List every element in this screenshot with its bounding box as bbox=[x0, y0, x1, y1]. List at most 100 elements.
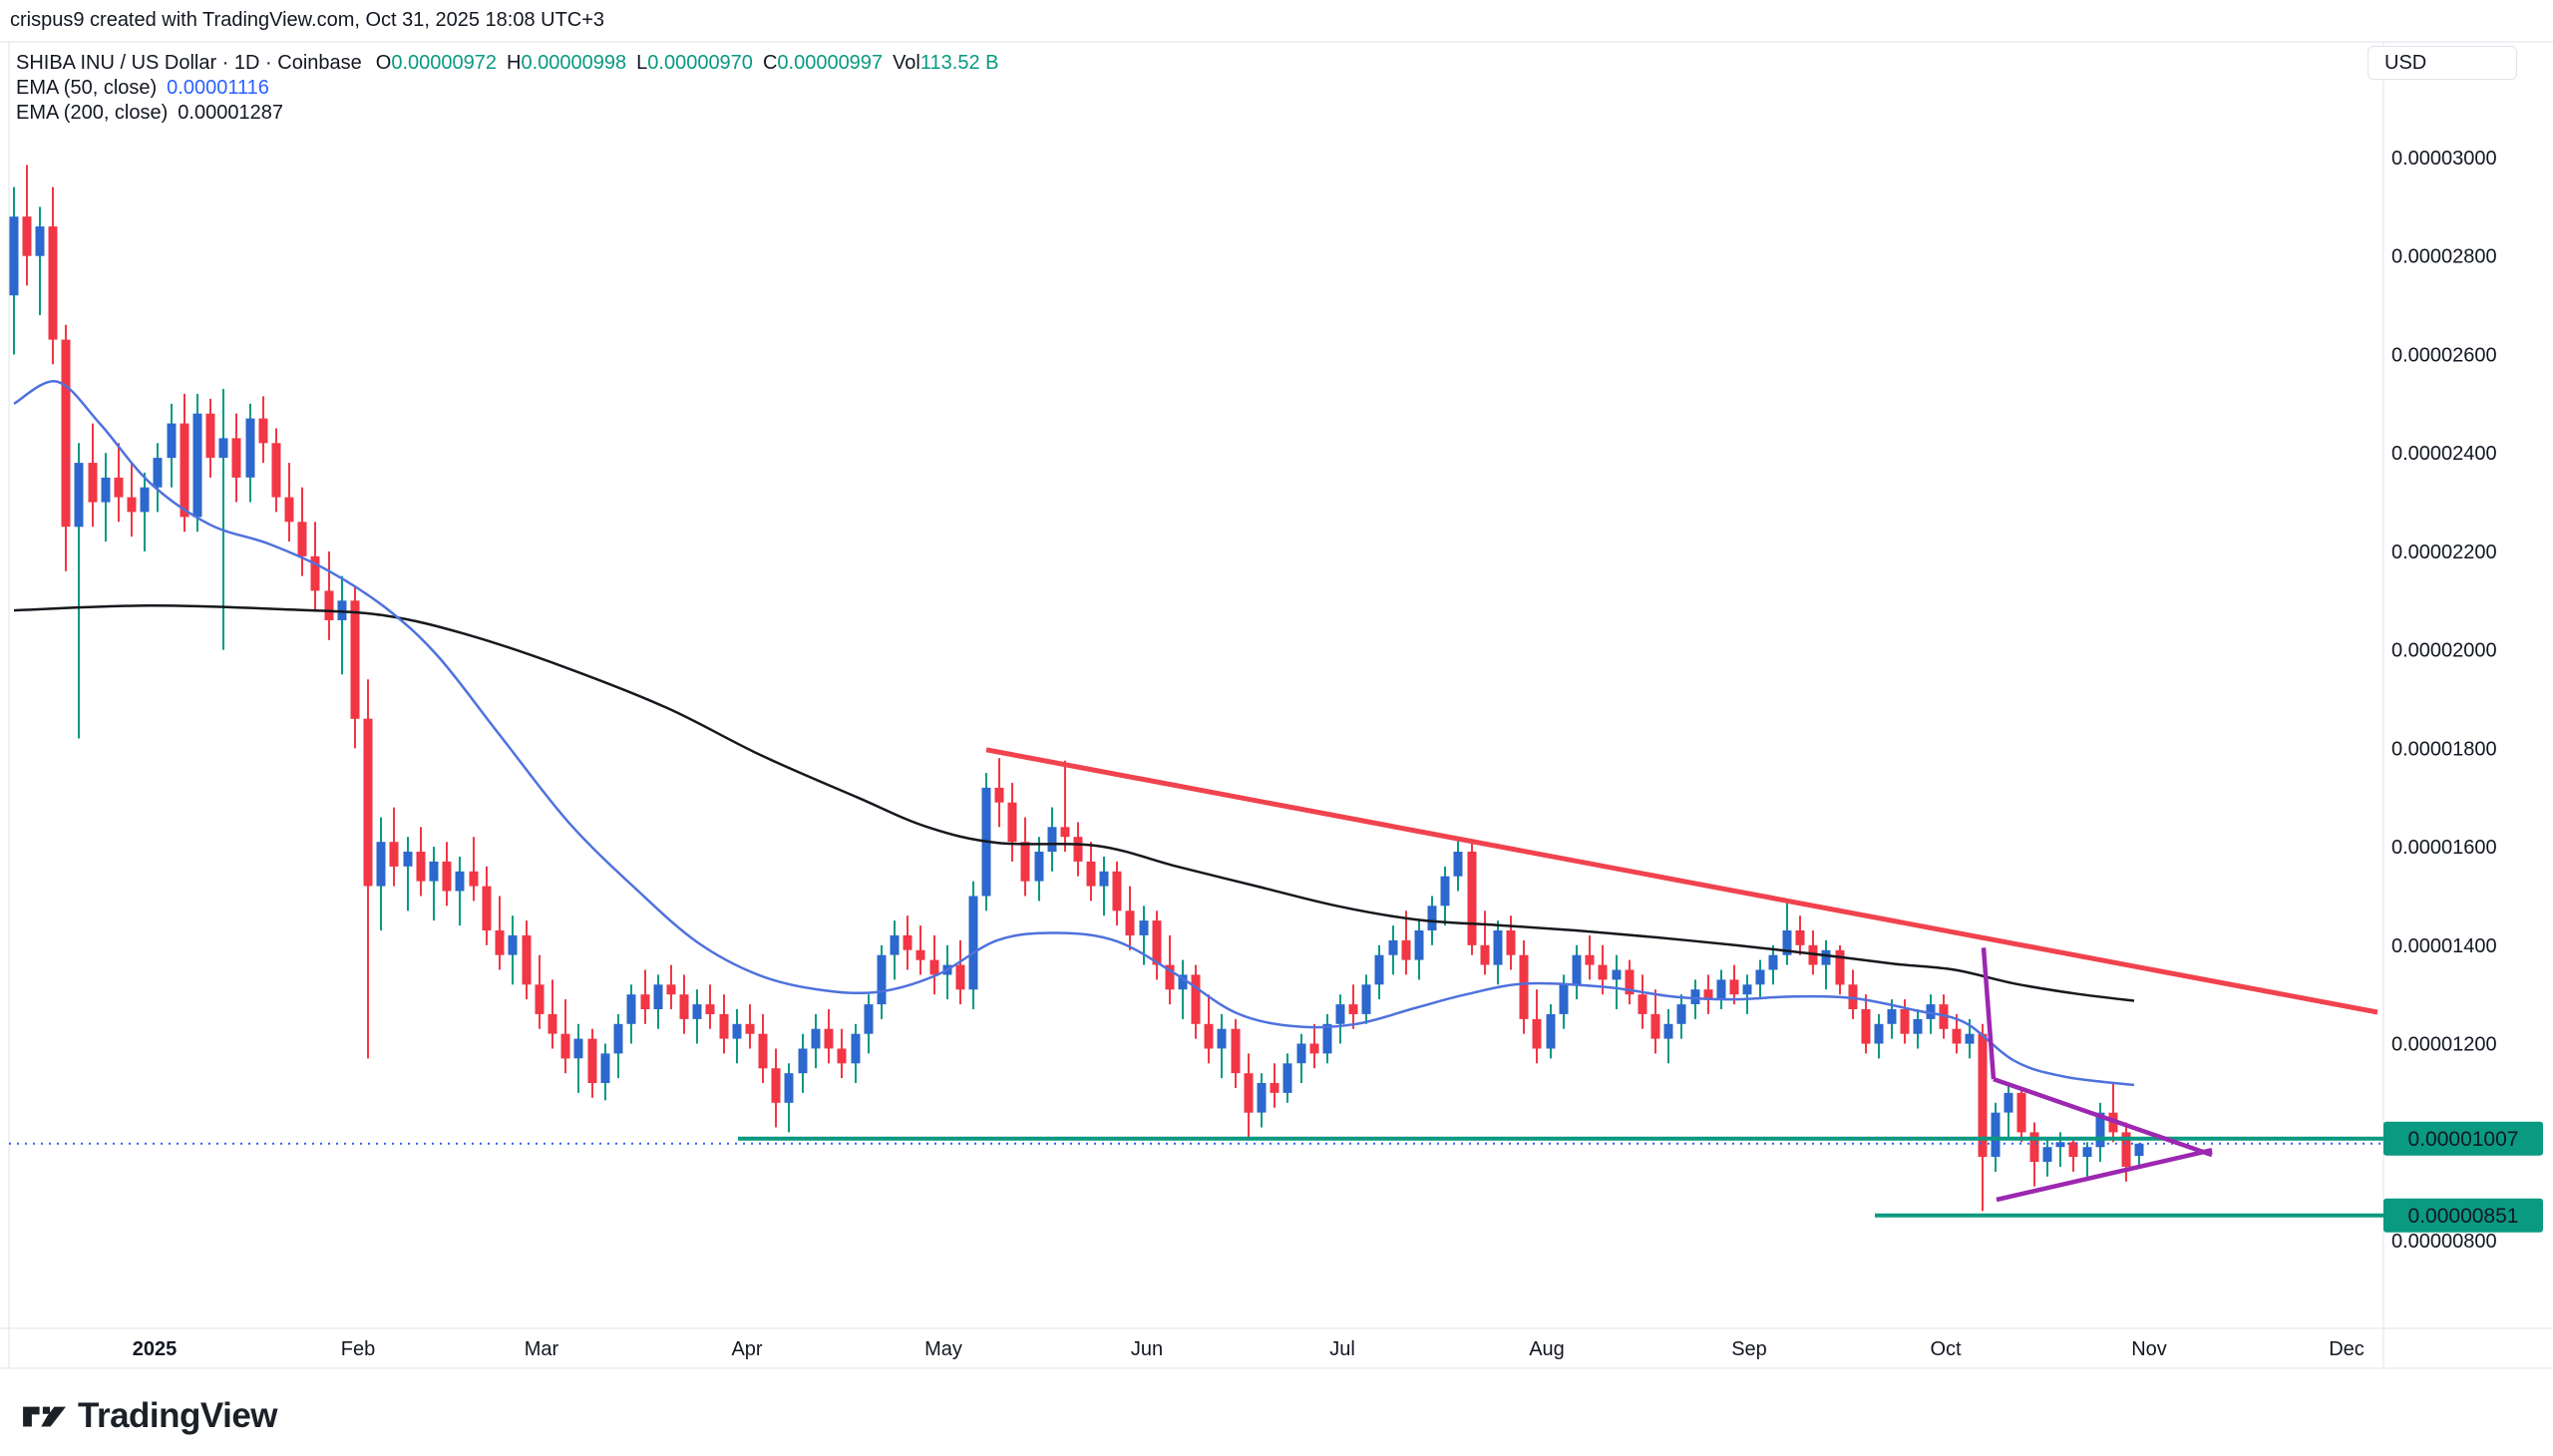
price-axis-label: 0.00002200 bbox=[2391, 542, 2497, 563]
candle-body bbox=[167, 423, 177, 459]
candle-body bbox=[324, 590, 334, 620]
legend-ema200-row[interactable]: EMA (200, close) 0.00001287 bbox=[16, 102, 1008, 126]
time-axis-labels[interactable]: 2025 Feb Mar Apr May Jun Jul Aug Sep Oct Nov Dec bbox=[133, 1338, 2365, 1360]
candle-body bbox=[9, 216, 19, 296]
candle-body bbox=[1965, 1033, 1975, 1044]
candle-body bbox=[231, 438, 241, 478]
price-badge bbox=[2383, 1121, 2543, 1156]
candle-body bbox=[653, 984, 663, 1009]
candle-body bbox=[1625, 969, 1635, 995]
candle-body bbox=[1217, 1028, 1227, 1049]
candle-body bbox=[1572, 954, 1582, 985]
candle-body bbox=[442, 861, 452, 892]
pennant-pole[interactable] bbox=[1981, 947, 1997, 1080]
candle-body bbox=[1204, 1023, 1214, 1049]
candle-body bbox=[613, 1023, 623, 1054]
candle-body bbox=[771, 1068, 781, 1103]
candle-body bbox=[1139, 920, 1149, 935]
candle-body bbox=[560, 1033, 570, 1059]
candle-body bbox=[798, 1048, 808, 1074]
candle-body bbox=[482, 886, 492, 930]
legend-symbol-row[interactable]: SHIBA INU / US Dollar · 1D · Coinbase O0… bbox=[16, 52, 1008, 76]
candle-wicks bbox=[13, 165, 2140, 1212]
candle-body bbox=[1612, 969, 1622, 980]
time-axis-label: 2025 bbox=[133, 1338, 178, 1360]
candle-body bbox=[1165, 964, 1175, 990]
candle-body bbox=[2042, 1147, 2052, 1162]
candle-body bbox=[1559, 984, 1569, 1014]
candle-body bbox=[469, 871, 479, 887]
candle-body bbox=[1244, 1073, 1254, 1113]
candle-body bbox=[258, 418, 268, 444]
tradingview-logo[interactable]: TradingView bbox=[22, 1396, 278, 1436]
time-axis-label: Apr bbox=[731, 1338, 762, 1360]
candle-body bbox=[1663, 1023, 1673, 1039]
time-axis-label: Dec bbox=[2329, 1338, 2365, 1360]
candle-body bbox=[705, 1004, 715, 1014]
candle-body bbox=[1296, 1043, 1306, 1064]
symbol-title[interactable]: SHIBA INU / US Dollar · 1D · Coinbase bbox=[16, 52, 362, 74]
candle-body bbox=[1978, 1033, 1988, 1158]
candle-body bbox=[1270, 1083, 1279, 1093]
candle-body bbox=[1493, 930, 1503, 965]
candle-body bbox=[1638, 994, 1647, 1014]
low-value: L0.00000970 bbox=[636, 52, 753, 74]
ema50-label: EMA (50, close) bbox=[16, 77, 158, 99]
pennant-lower[interactable] bbox=[1996, 1148, 2213, 1203]
time-axis-label: Feb bbox=[341, 1338, 375, 1360]
time-axis-label: Oct bbox=[1930, 1338, 1962, 1360]
candle-body bbox=[1991, 1112, 2001, 1158]
candle-body bbox=[1125, 910, 1135, 935]
candle-body bbox=[1676, 1004, 1686, 1024]
candle-body bbox=[1532, 1018, 1542, 1049]
legend-ema50-row[interactable]: EMA (50, close) 0.00001116 bbox=[16, 77, 1008, 101]
volume-value: Vol113.52 B bbox=[893, 52, 999, 74]
candle-body bbox=[1047, 827, 1057, 852]
pennant-upper[interactable] bbox=[1993, 1076, 2213, 1158]
candle-body bbox=[1690, 989, 1700, 1004]
candle-body bbox=[1414, 930, 1424, 960]
candle-body bbox=[1322, 1023, 1332, 1054]
candle-body bbox=[88, 463, 98, 503]
drawings bbox=[9, 747, 2383, 1218]
ema50-line bbox=[13, 380, 2135, 1087]
chart-legend: SHIBA INU / US Dollar · 1D · Coinbase O0… bbox=[16, 52, 1008, 126]
price-axis-label: 0.00002600 bbox=[2391, 345, 2497, 367]
time-axis-label: Mar bbox=[525, 1338, 559, 1360]
candle-body bbox=[284, 497, 294, 523]
candle-body bbox=[245, 418, 255, 478]
time-axis-label: Jun bbox=[1131, 1338, 1163, 1360]
candle-body bbox=[811, 1028, 821, 1049]
candle-body bbox=[1073, 837, 1083, 862]
candle-body bbox=[297, 522, 307, 556]
attribution-text: crispus9 created with TradingView.com, O… bbox=[10, 9, 605, 31]
currency-toggle-button[interactable]: USD bbox=[2368, 46, 2517, 80]
candle-body bbox=[1519, 954, 1529, 1019]
candle-body bbox=[127, 497, 137, 513]
candle-body bbox=[784, 1073, 794, 1103]
candle-body bbox=[666, 984, 676, 995]
candle-body bbox=[1007, 802, 1017, 843]
ema200-value: 0.00001287 bbox=[178, 102, 283, 124]
candle-body bbox=[1191, 974, 1201, 1024]
candle-body bbox=[416, 852, 426, 882]
candle-body bbox=[1467, 852, 1477, 945]
candle-body bbox=[218, 438, 228, 459]
candle-body bbox=[1361, 984, 1371, 1014]
candle-body bbox=[74, 463, 84, 528]
candle-body bbox=[205, 413, 215, 459]
candle-body bbox=[1861, 1009, 1871, 1044]
descending-trendline[interactable] bbox=[985, 747, 2378, 1015]
candle-body bbox=[1939, 1004, 1949, 1029]
candle-body bbox=[2029, 1132, 2039, 1162]
candle-body bbox=[153, 458, 163, 488]
price-axis-labels[interactable]: 0.00003000 0.00002800 0.00002600 0.00002400… bbox=[2391, 148, 2497, 1253]
candle-body bbox=[535, 984, 545, 1014]
candle-body bbox=[350, 600, 360, 719]
candle-body bbox=[1086, 861, 1096, 887]
candle-body bbox=[376, 842, 386, 887]
candle-body bbox=[35, 226, 45, 256]
candle-body bbox=[495, 930, 505, 955]
pane-borders bbox=[0, 41, 2553, 1369]
